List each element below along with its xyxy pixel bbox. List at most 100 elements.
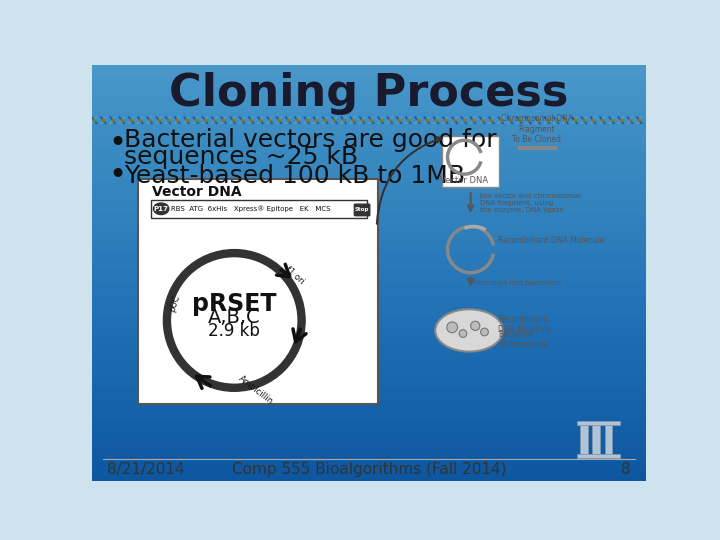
- Bar: [92, 298, 647, 302]
- Bar: [92, 410, 647, 414]
- Bar: [92, 181, 647, 185]
- Text: 2.9 kb: 2.9 kb: [208, 322, 260, 340]
- Circle shape: [447, 322, 457, 333]
- Text: Stop: Stop: [355, 207, 369, 212]
- Text: RBS  ATG  6xHis   Xpress® Epitope   EK   MCS: RBS ATG 6xHis Xpress® Epitope EK MCS: [171, 205, 331, 212]
- Bar: [92, 244, 647, 248]
- Bar: [92, 381, 647, 385]
- Bar: [92, 156, 647, 160]
- Bar: [92, 185, 647, 190]
- Text: f1 ori: f1 ori: [283, 265, 305, 286]
- Bar: [92, 65, 647, 69]
- Bar: [92, 456, 647, 460]
- Text: Bacterial vectors are good for: Bacterial vectors are good for: [124, 129, 497, 152]
- Bar: [92, 248, 647, 252]
- Bar: [92, 202, 647, 206]
- Bar: [92, 94, 647, 98]
- Bar: [92, 327, 647, 331]
- Bar: [92, 472, 647, 476]
- Bar: [92, 140, 647, 144]
- Bar: [92, 265, 647, 268]
- FancyBboxPatch shape: [138, 179, 378, 403]
- Bar: [92, 69, 647, 73]
- Circle shape: [163, 249, 305, 392]
- Bar: [92, 123, 647, 127]
- Bar: [92, 406, 647, 410]
- Ellipse shape: [435, 309, 503, 352]
- Bar: [92, 310, 647, 314]
- Bar: [92, 439, 647, 443]
- Bar: [92, 289, 647, 294]
- Bar: [92, 331, 647, 335]
- Bar: [577, 454, 620, 457]
- Bar: [92, 73, 647, 77]
- Bar: [577, 421, 620, 425]
- Bar: [92, 393, 647, 397]
- Bar: [92, 194, 647, 198]
- Bar: [92, 165, 647, 168]
- Bar: [92, 98, 647, 102]
- Bar: [92, 82, 647, 85]
- Text: Chromosomal DNA
Fragment
To Be Cloned: Chromosomal DNA Fragment To Be Cloned: [501, 114, 573, 144]
- Text: Comp 555 Bioalgorithms (Fall 2014): Comp 555 Bioalgorithms (Fall 2014): [232, 462, 506, 477]
- Bar: [92, 160, 647, 165]
- Bar: [593, 425, 600, 455]
- Bar: [92, 373, 647, 377]
- Bar: [92, 418, 647, 422]
- Ellipse shape: [153, 203, 168, 214]
- Bar: [92, 360, 647, 364]
- FancyArrowPatch shape: [276, 264, 289, 276]
- Bar: [92, 119, 647, 123]
- FancyBboxPatch shape: [442, 136, 499, 187]
- Bar: [92, 356, 647, 360]
- Bar: [92, 339, 647, 343]
- Text: pRSET: pRSET: [192, 292, 276, 315]
- Bar: [92, 206, 647, 211]
- Bar: [92, 322, 647, 327]
- Bar: [92, 343, 647, 348]
- Bar: [92, 268, 647, 273]
- Bar: [92, 90, 647, 94]
- Bar: [92, 260, 647, 265]
- Text: 8: 8: [621, 462, 631, 477]
- Bar: [92, 223, 647, 227]
- Bar: [92, 306, 647, 310]
- Bar: [92, 422, 647, 427]
- Bar: [92, 435, 647, 439]
- Circle shape: [481, 328, 488, 336]
- Bar: [92, 319, 647, 322]
- Bar: [92, 368, 647, 373]
- Bar: [92, 389, 647, 393]
- Bar: [92, 377, 647, 381]
- Bar: [92, 102, 647, 106]
- Circle shape: [471, 321, 480, 330]
- Text: Recombinant DNA Molecule: Recombinant DNA Molecule: [498, 236, 603, 245]
- Bar: [92, 131, 647, 136]
- Circle shape: [171, 257, 297, 383]
- Text: P17: P17: [153, 206, 168, 212]
- Bar: [580, 425, 588, 455]
- Text: •: •: [109, 129, 127, 158]
- Bar: [92, 239, 647, 244]
- Bar: [92, 144, 647, 148]
- Bar: [92, 177, 647, 181]
- Bar: [92, 294, 647, 298]
- Bar: [92, 443, 647, 447]
- Bar: [92, 285, 647, 289]
- Bar: [92, 190, 647, 194]
- FancyBboxPatch shape: [151, 200, 366, 218]
- Bar: [92, 227, 647, 231]
- Bar: [92, 468, 647, 472]
- Bar: [92, 256, 647, 260]
- Bar: [92, 451, 647, 456]
- Bar: [92, 281, 647, 285]
- Text: •: •: [109, 161, 127, 190]
- Bar: [92, 302, 647, 306]
- Text: A,B,C: A,B,C: [208, 308, 261, 327]
- Bar: [605, 425, 612, 455]
- Bar: [92, 111, 647, 114]
- Text: 8/21/2014: 8/21/2014: [107, 462, 185, 477]
- Bar: [92, 414, 647, 418]
- Bar: [92, 211, 647, 214]
- Text: Yeast-based 100 kB to 1MB: Yeast-based 100 kB to 1MB: [124, 164, 465, 188]
